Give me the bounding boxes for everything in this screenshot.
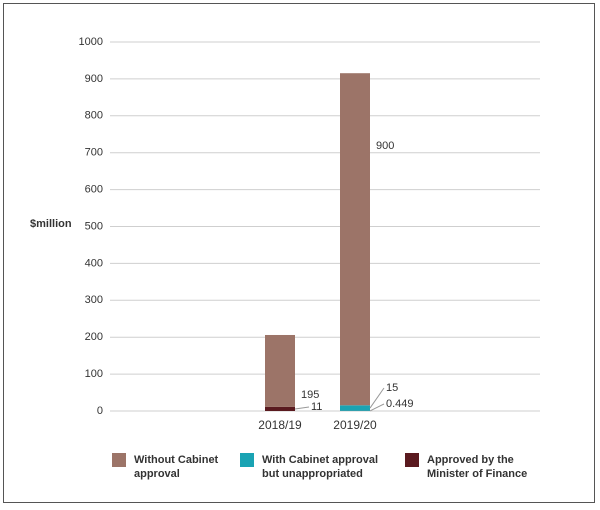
- frame: [3, 3, 595, 503]
- data-label: 195: [301, 389, 319, 401]
- legend-label: With Cabinet approval but unappropriated: [262, 454, 379, 480]
- legend-label: Approved by the Minister of Finance: [427, 454, 528, 480]
- legend-swatch: [112, 453, 126, 467]
- y-axis-label: $million: [30, 218, 72, 230]
- legend-item: With Cabinet approval but unappropriated: [240, 453, 397, 481]
- legend-item: Without Cabinet approval: [112, 453, 249, 481]
- y-tick-label: 400: [85, 257, 103, 269]
- bar-segment: [265, 406, 295, 411]
- x-tick-label: 2018/19: [258, 418, 302, 432]
- legend-swatch: [405, 453, 419, 467]
- data-label: 900: [376, 140, 394, 152]
- legend-swatch: [240, 453, 254, 467]
- y-tick-label: 700: [85, 147, 103, 159]
- leader-line: [369, 387, 385, 409]
- bar-segment: [340, 405, 370, 411]
- bar-segment: [340, 73, 370, 406]
- leader-line: [369, 403, 385, 412]
- leader-line: [294, 406, 310, 410]
- y-tick-label: 900: [85, 73, 103, 85]
- y-tick-label: 100: [85, 368, 103, 380]
- y-tick-label: 600: [85, 184, 103, 196]
- y-tick-label: 200: [85, 331, 103, 343]
- y-tick-label: 300: [85, 294, 103, 306]
- legend-label: Without Cabinet approval: [134, 454, 219, 480]
- data-label: 15: [386, 382, 398, 394]
- y-tick-label: 1000: [79, 36, 103, 48]
- bar-segment: [265, 334, 295, 407]
- y-tick-label: 0: [97, 405, 103, 417]
- data-label: 11: [311, 401, 322, 413]
- y-tick-label: 500: [85, 220, 103, 232]
- legend-item: Approved by the Minister of Finance: [405, 453, 557, 481]
- y-tick-label: 800: [85, 110, 103, 122]
- x-tick-label: 2019/20: [333, 418, 377, 432]
- data-label: 0.449: [386, 398, 414, 410]
